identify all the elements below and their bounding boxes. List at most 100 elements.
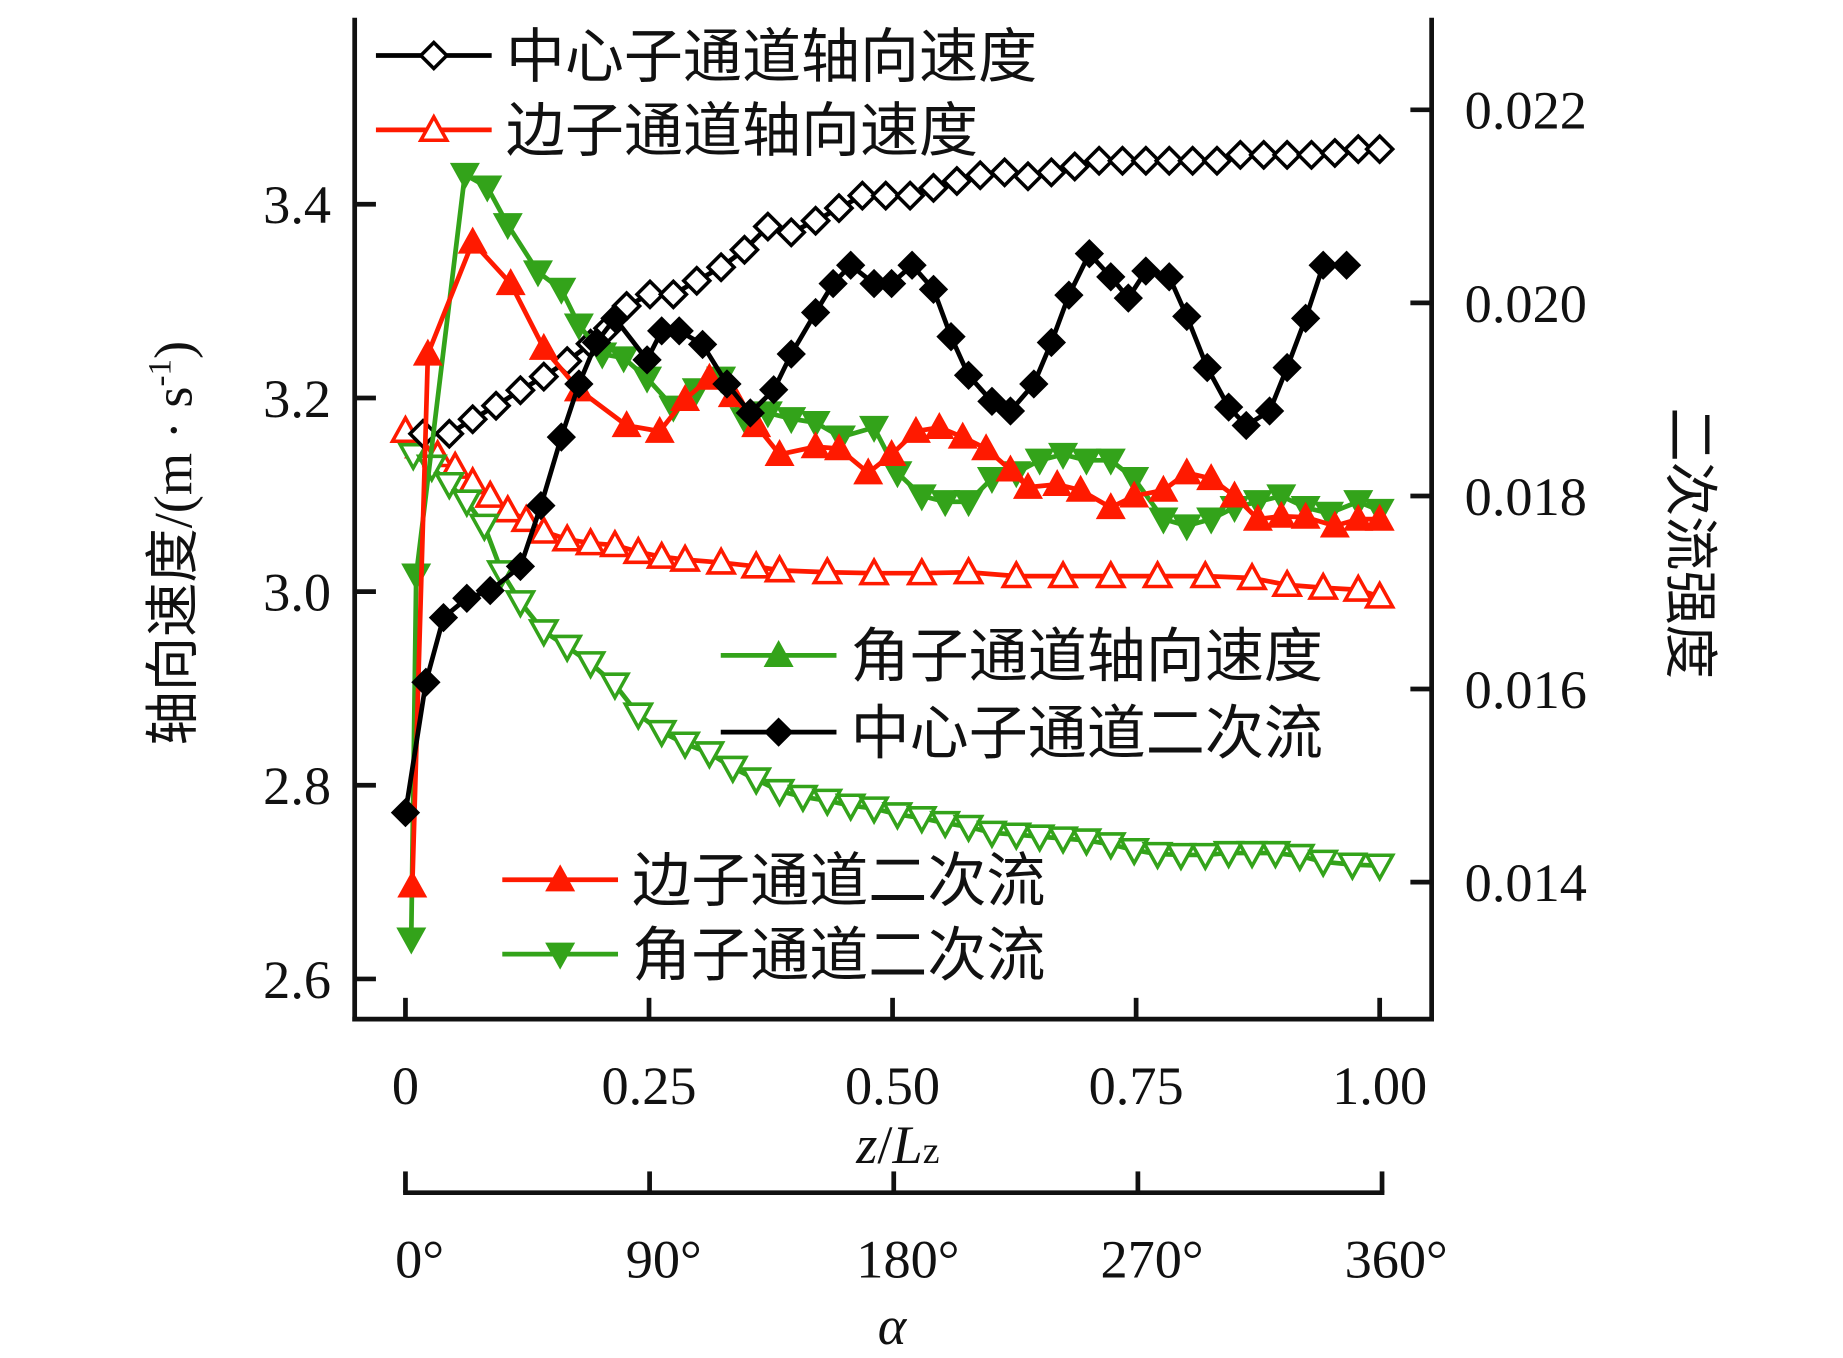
data-point	[1153, 145, 1185, 177]
data-point	[468, 513, 501, 543]
data-point	[763, 778, 796, 808]
data-point	[1094, 559, 1127, 589]
data-point	[546, 422, 576, 452]
data-point	[551, 522, 584, 552]
data-point	[600, 303, 630, 333]
series-4	[397, 226, 1395, 898]
y-right-axis-title: 二次流强度	[1659, 407, 1719, 679]
data-point	[412, 338, 443, 366]
y-left-tick-label: 3.2	[263, 369, 331, 429]
data-point	[645, 540, 678, 569]
data-point	[1342, 133, 1374, 165]
data-point	[1083, 145, 1115, 177]
data-point	[526, 490, 556, 521]
data-point	[401, 563, 432, 591]
data-point	[505, 551, 536, 582]
data-point	[1308, 250, 1338, 280]
legend-item: 边子通道二次流	[502, 848, 1045, 914]
data-point	[396, 927, 427, 955]
data-point	[1070, 828, 1103, 858]
series-5	[396, 162, 1395, 955]
data-point	[918, 274, 949, 305]
alpha-axis-title: α	[878, 1296, 908, 1356]
data-point	[1164, 842, 1197, 872]
data-point	[1307, 571, 1340, 600]
data-point	[995, 396, 1026, 426]
data-point	[905, 556, 938, 586]
data-point	[775, 216, 807, 248]
data-point	[1212, 840, 1245, 870]
data-point	[551, 634, 584, 664]
data-point	[574, 651, 607, 680]
data-point	[1214, 392, 1244, 422]
data-point	[1119, 467, 1150, 495]
series-1	[389, 414, 1396, 609]
legend-label: 角子通道轴向速度	[851, 624, 1323, 690]
x-tick-label: 0.75	[1089, 1056, 1184, 1116]
data-point	[800, 431, 831, 459]
data-point	[563, 313, 594, 341]
alpha-tick-label: 360°	[1345, 1230, 1448, 1290]
data-point	[876, 268, 907, 299]
data-point	[1119, 480, 1150, 508]
data-point	[705, 251, 737, 283]
x-tick-label: 0.25	[601, 1056, 696, 1116]
data-point	[818, 268, 848, 299]
alpha-tick-label: 180°	[856, 1230, 959, 1290]
data-point	[457, 226, 488, 254]
data-point	[522, 260, 553, 288]
data-point	[1148, 507, 1179, 535]
data-point	[1319, 510, 1350, 538]
data-point	[1189, 842, 1222, 872]
data-point	[917, 172, 949, 204]
data-point	[1095, 492, 1126, 520]
data-point	[428, 602, 459, 633]
data-point	[475, 575, 505, 606]
data-point	[929, 810, 962, 840]
legend-item: 边子通道轴向速度	[375, 98, 978, 164]
data-point	[1036, 327, 1067, 358]
data-point	[1177, 145, 1209, 177]
data-point	[1131, 256, 1161, 286]
data-point	[728, 234, 760, 266]
data-point	[433, 471, 466, 501]
data-point	[764, 439, 795, 467]
data-point	[1171, 514, 1202, 542]
data-point	[1319, 137, 1351, 169]
data-point	[1236, 561, 1269, 591]
data-point	[1106, 145, 1138, 177]
data-point	[474, 479, 507, 508]
x-axis-title: z/Lz	[855, 1115, 939, 1175]
data-point	[1095, 448, 1126, 476]
data-point	[611, 410, 642, 438]
data-point	[947, 421, 978, 449]
data-point	[450, 489, 483, 519]
data-point	[763, 553, 796, 583]
data-point	[900, 415, 931, 443]
data-point	[971, 433, 1002, 461]
data-point	[1047, 826, 1080, 856]
data-point	[800, 411, 831, 439]
data-point	[1130, 145, 1162, 177]
data-point	[823, 433, 854, 461]
data-point	[1242, 490, 1273, 518]
data-point	[527, 514, 560, 544]
data-point	[397, 870, 428, 898]
legend-marker	[418, 40, 450, 71]
data-point	[752, 211, 784, 243]
legend-label: 中心子通道轴向速度	[506, 24, 1037, 90]
data-point	[1236, 840, 1269, 870]
data-point	[1343, 490, 1374, 518]
y-left-tick-label: 2.8	[263, 756, 331, 816]
y-right-tick-label: 0.020	[1465, 274, 1587, 334]
data-point	[452, 583, 482, 613]
data-point	[1192, 352, 1222, 383]
data-point	[1307, 849, 1340, 879]
data-point	[716, 755, 749, 785]
data-point	[598, 528, 631, 558]
data-point	[622, 535, 655, 565]
data-point	[669, 543, 702, 572]
data-point	[598, 672, 631, 702]
data-point	[1343, 503, 1374, 531]
data-point	[1012, 471, 1043, 499]
